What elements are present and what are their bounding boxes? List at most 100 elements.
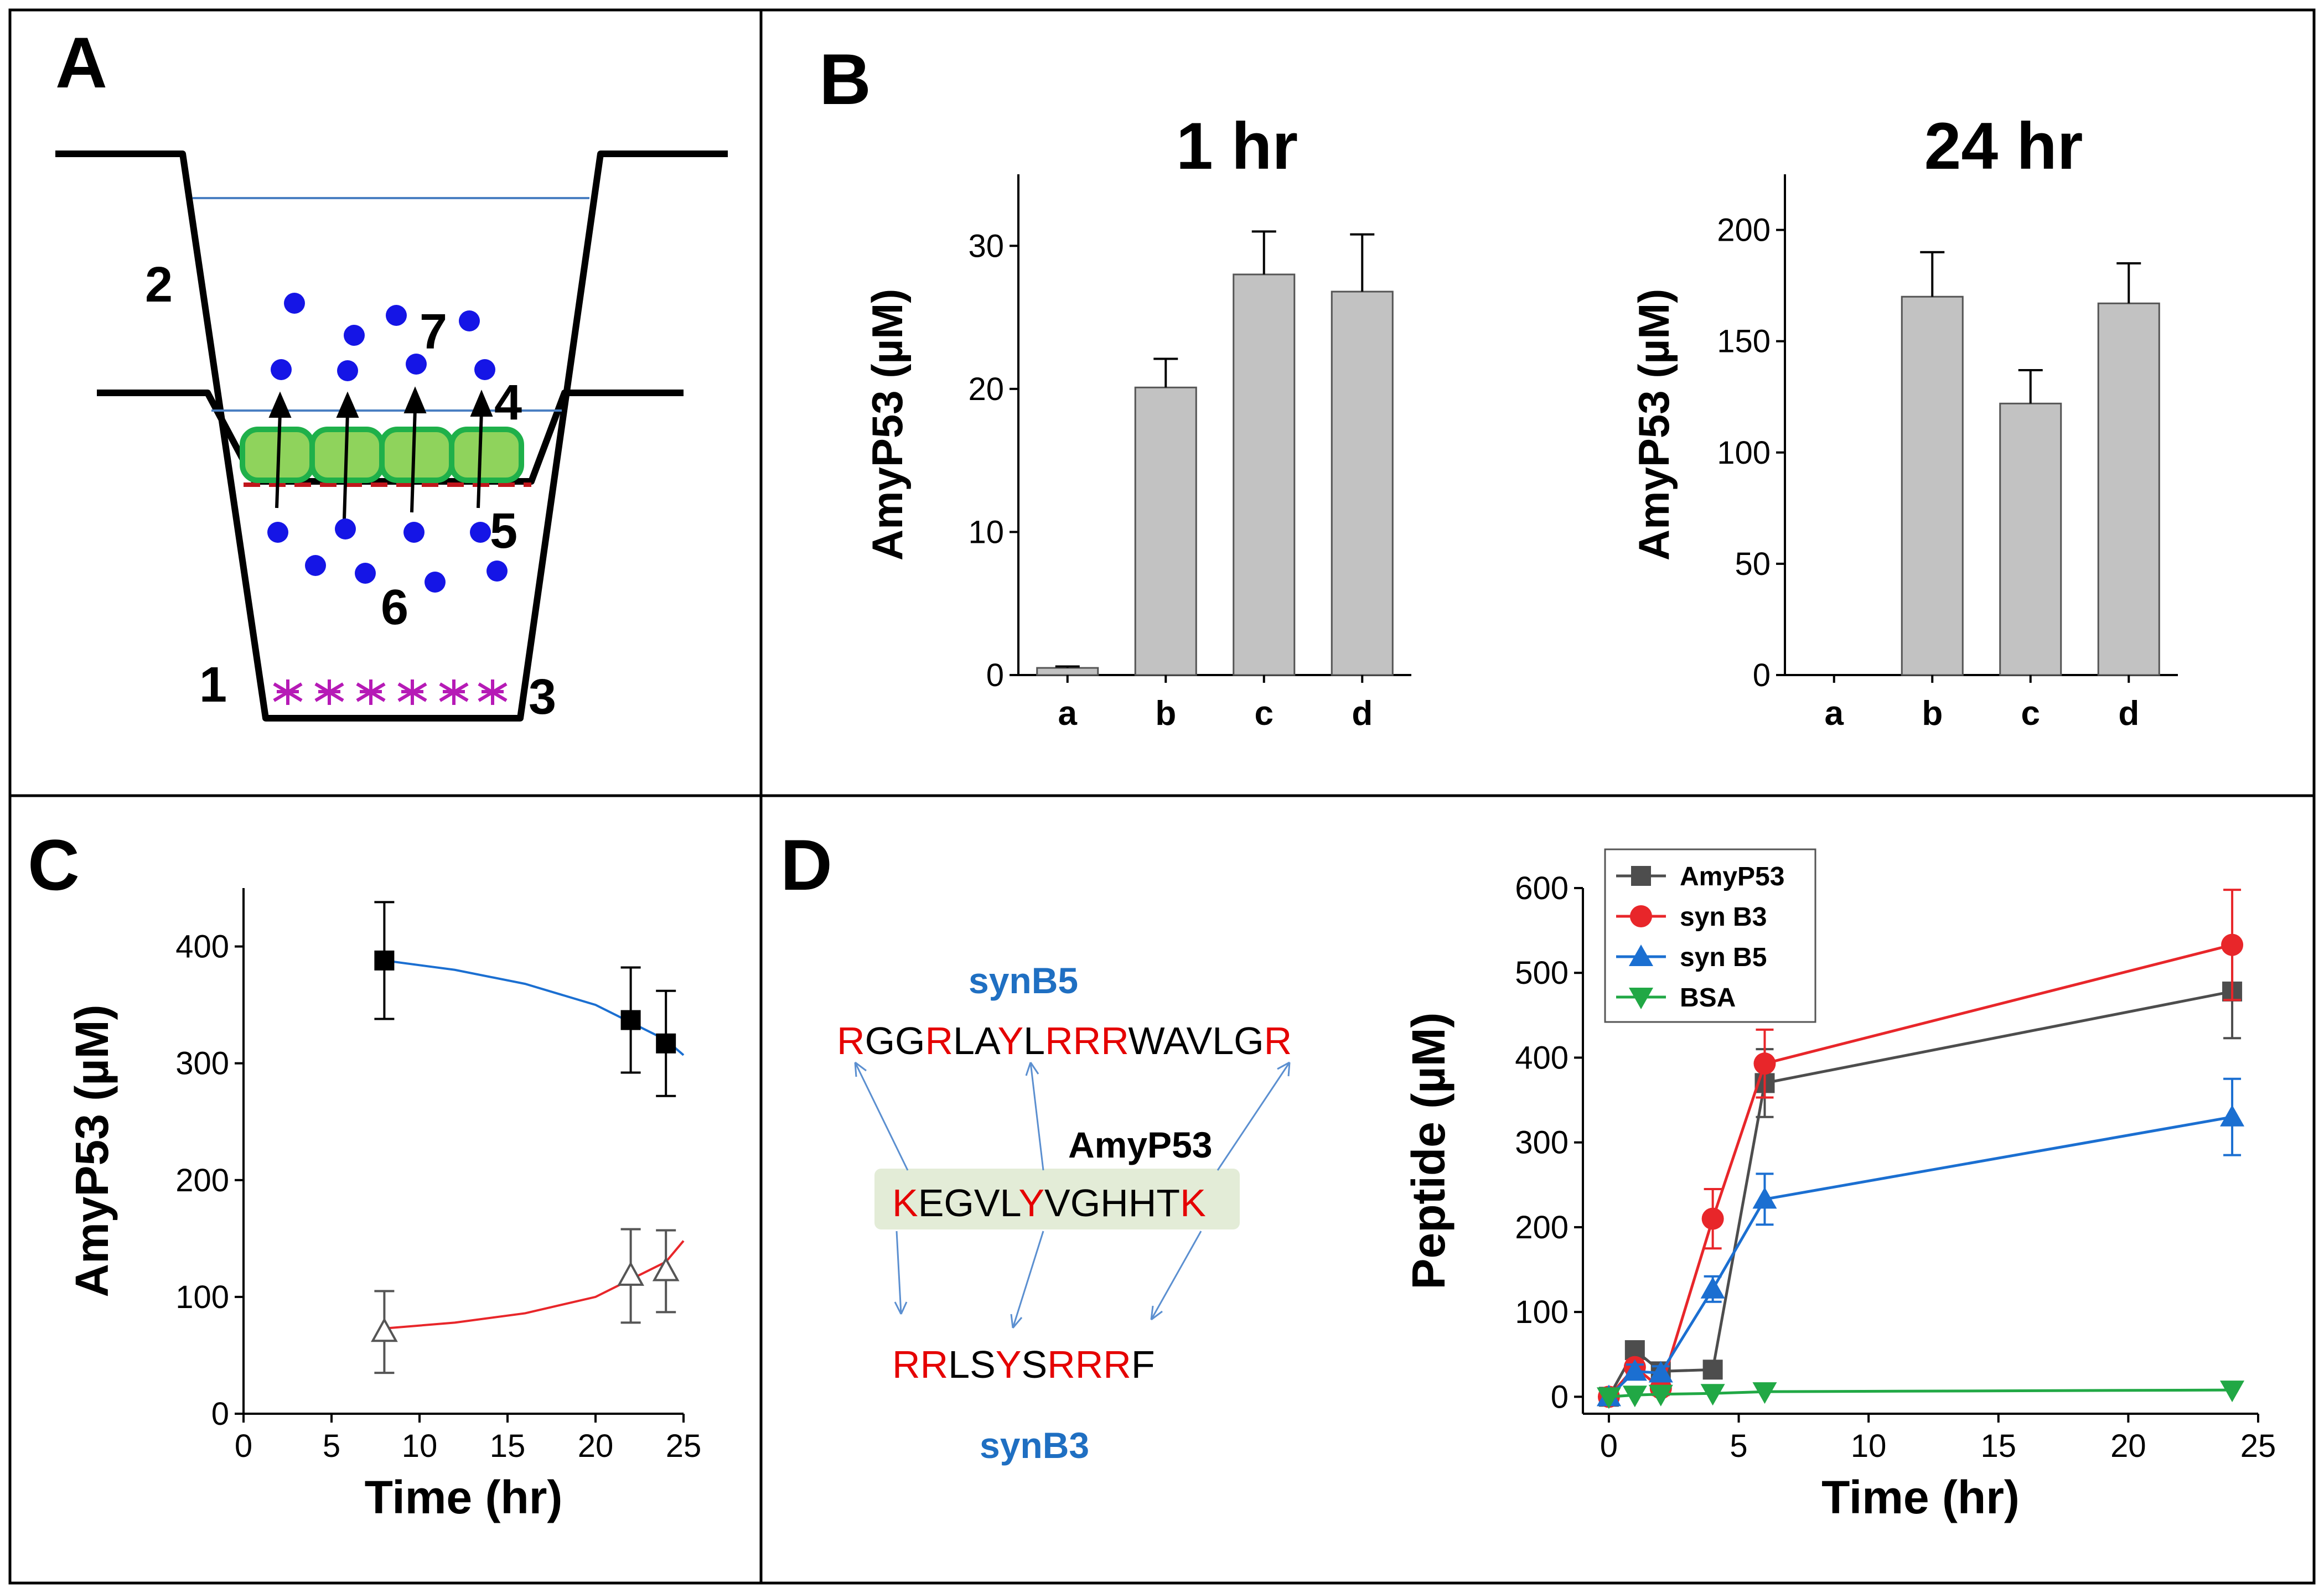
y-tick-label: 100 (1515, 1294, 1569, 1330)
data-point (1752, 1382, 1777, 1404)
y-axis-label: AmyP53 (µM) (1629, 289, 1678, 561)
category-label: d (1352, 694, 1373, 733)
residue: F (1131, 1343, 1155, 1386)
residue: A (975, 1019, 1001, 1062)
y-tick-label: 300 (1515, 1125, 1569, 1161)
data-point (374, 950, 395, 971)
data-point (1700, 1384, 1725, 1406)
chart-title: 1 hr (1176, 109, 1298, 183)
label-1: 1 (199, 657, 227, 713)
legend-label: syn B3 (1680, 902, 1767, 932)
data-point (371, 1317, 398, 1342)
x-tick-label: 20 (578, 1428, 614, 1464)
synb3-sequence: RRLSYSRRRF (892, 1343, 1155, 1386)
bar (1999, 402, 2062, 676)
residue: R (1101, 1019, 1128, 1062)
x-tick-label: 25 (666, 1428, 702, 1464)
data-point (1648, 1384, 1673, 1407)
label-4: 4 (494, 375, 522, 430)
transport-arrows (268, 386, 493, 520)
residue: E (918, 1181, 944, 1224)
bar (1233, 273, 1296, 676)
residue: S (970, 1343, 996, 1386)
y-tick-label: 100 (1717, 435, 1771, 471)
category-label: a (1058, 694, 1078, 733)
category-label: c (1255, 694, 1274, 733)
amyp53-highlight (874, 1169, 1240, 1229)
bottom-cells (273, 679, 508, 705)
residue: H (1129, 1181, 1157, 1224)
residue: V (974, 1181, 1000, 1224)
outer-well (55, 151, 728, 722)
amyp53-name: AmyP53 (1068, 1124, 1213, 1165)
fit-curve (384, 959, 685, 1056)
residue: R (837, 1019, 865, 1062)
panel-letter-c: C (28, 824, 80, 905)
legend-label: AmyP53 (1680, 862, 1784, 891)
data-point (2221, 933, 2244, 956)
residue: R (1103, 1343, 1131, 1386)
bar (1134, 386, 1197, 676)
synb3-name: synB3 (980, 1425, 1089, 1466)
y-tick-label: 500 (1515, 955, 1569, 991)
y-tick-label: 0 (1551, 1379, 1569, 1415)
data-point (617, 1261, 644, 1286)
data-point (1630, 905, 1652, 927)
residue: Y (1018, 1181, 1044, 1224)
y-tick-label: 400 (1515, 1040, 1569, 1076)
data-point (1700, 1277, 1725, 1299)
residue: K (1180, 1181, 1206, 1224)
bar-chart-1hr: 0 10 20 30 AmyP53 (µM) 1 hr a b c d (863, 109, 1411, 733)
amyp53-sequence: KEGVLYVGHHTK (892, 1181, 1206, 1224)
label-3: 3 (529, 670, 556, 725)
residue: R (925, 1019, 953, 1062)
series-line (1608, 1388, 2233, 1398)
y-tick-label: 0 (211, 1396, 229, 1432)
data-point (1753, 1052, 1776, 1075)
data-point (620, 1010, 641, 1030)
label-7: 7 (420, 304, 447, 360)
residue: L (948, 1343, 970, 1386)
residue: W (1129, 1019, 1165, 1062)
category-label: c (2021, 694, 2040, 733)
residue: R (1264, 1019, 1292, 1062)
panel-letter-b: B (819, 39, 871, 120)
y-axis-label: AmyP53 (µM) (66, 1004, 118, 1297)
residue: G (1070, 1181, 1100, 1224)
residue: R (892, 1343, 920, 1386)
y-tick-label: 200 (175, 1163, 229, 1198)
residue: Y (997, 1019, 1023, 1062)
x-tick-label: 5 (1730, 1428, 1747, 1464)
transwell-diagram: 1 2 3 4 5 6 7 (55, 151, 728, 725)
data-point (1622, 1359, 1647, 1381)
y-tick-label: 400 (175, 929, 229, 965)
bar (1331, 290, 1394, 676)
data-point (1702, 1360, 1723, 1380)
category-label: d (2118, 694, 2139, 733)
bar (1901, 295, 1964, 676)
category-label: b (1155, 694, 1176, 733)
bar-chart-24hr: 0 50 100 150 200 AmyP53 (µM) 24 hr a b c d (1629, 109, 2178, 733)
category-label: a (1825, 694, 1844, 733)
scatter-chart-amyp53: 0 100 200 300 400 0 5 10 15 20 25 Time (hr) AmyP53 (… (66, 888, 701, 1523)
category-label: b (1922, 694, 1943, 733)
panel-letter-a: A (55, 22, 107, 103)
x-axis-label: Time (hr) (1821, 1471, 2020, 1523)
bar (1036, 667, 1099, 676)
residue: G (895, 1019, 925, 1062)
y-tick-label: 20 (968, 371, 1004, 407)
x-axis-label: Time (hr) (365, 1471, 563, 1523)
residue: Y (996, 1343, 1022, 1386)
data-point (1631, 866, 1651, 886)
data-point (1701, 1207, 1724, 1230)
x-tick-label: 10 (1851, 1428, 1887, 1464)
fit-curve (384, 1240, 685, 1330)
legend-label: syn B5 (1680, 943, 1767, 972)
label-6: 6 (381, 580, 408, 635)
x-tick-label: 15 (1981, 1428, 2017, 1464)
residue: R (1045, 1019, 1073, 1062)
sequence-arrows (854, 1061, 1291, 1329)
residue: R (1073, 1019, 1101, 1062)
residue: A (1163, 1019, 1189, 1062)
